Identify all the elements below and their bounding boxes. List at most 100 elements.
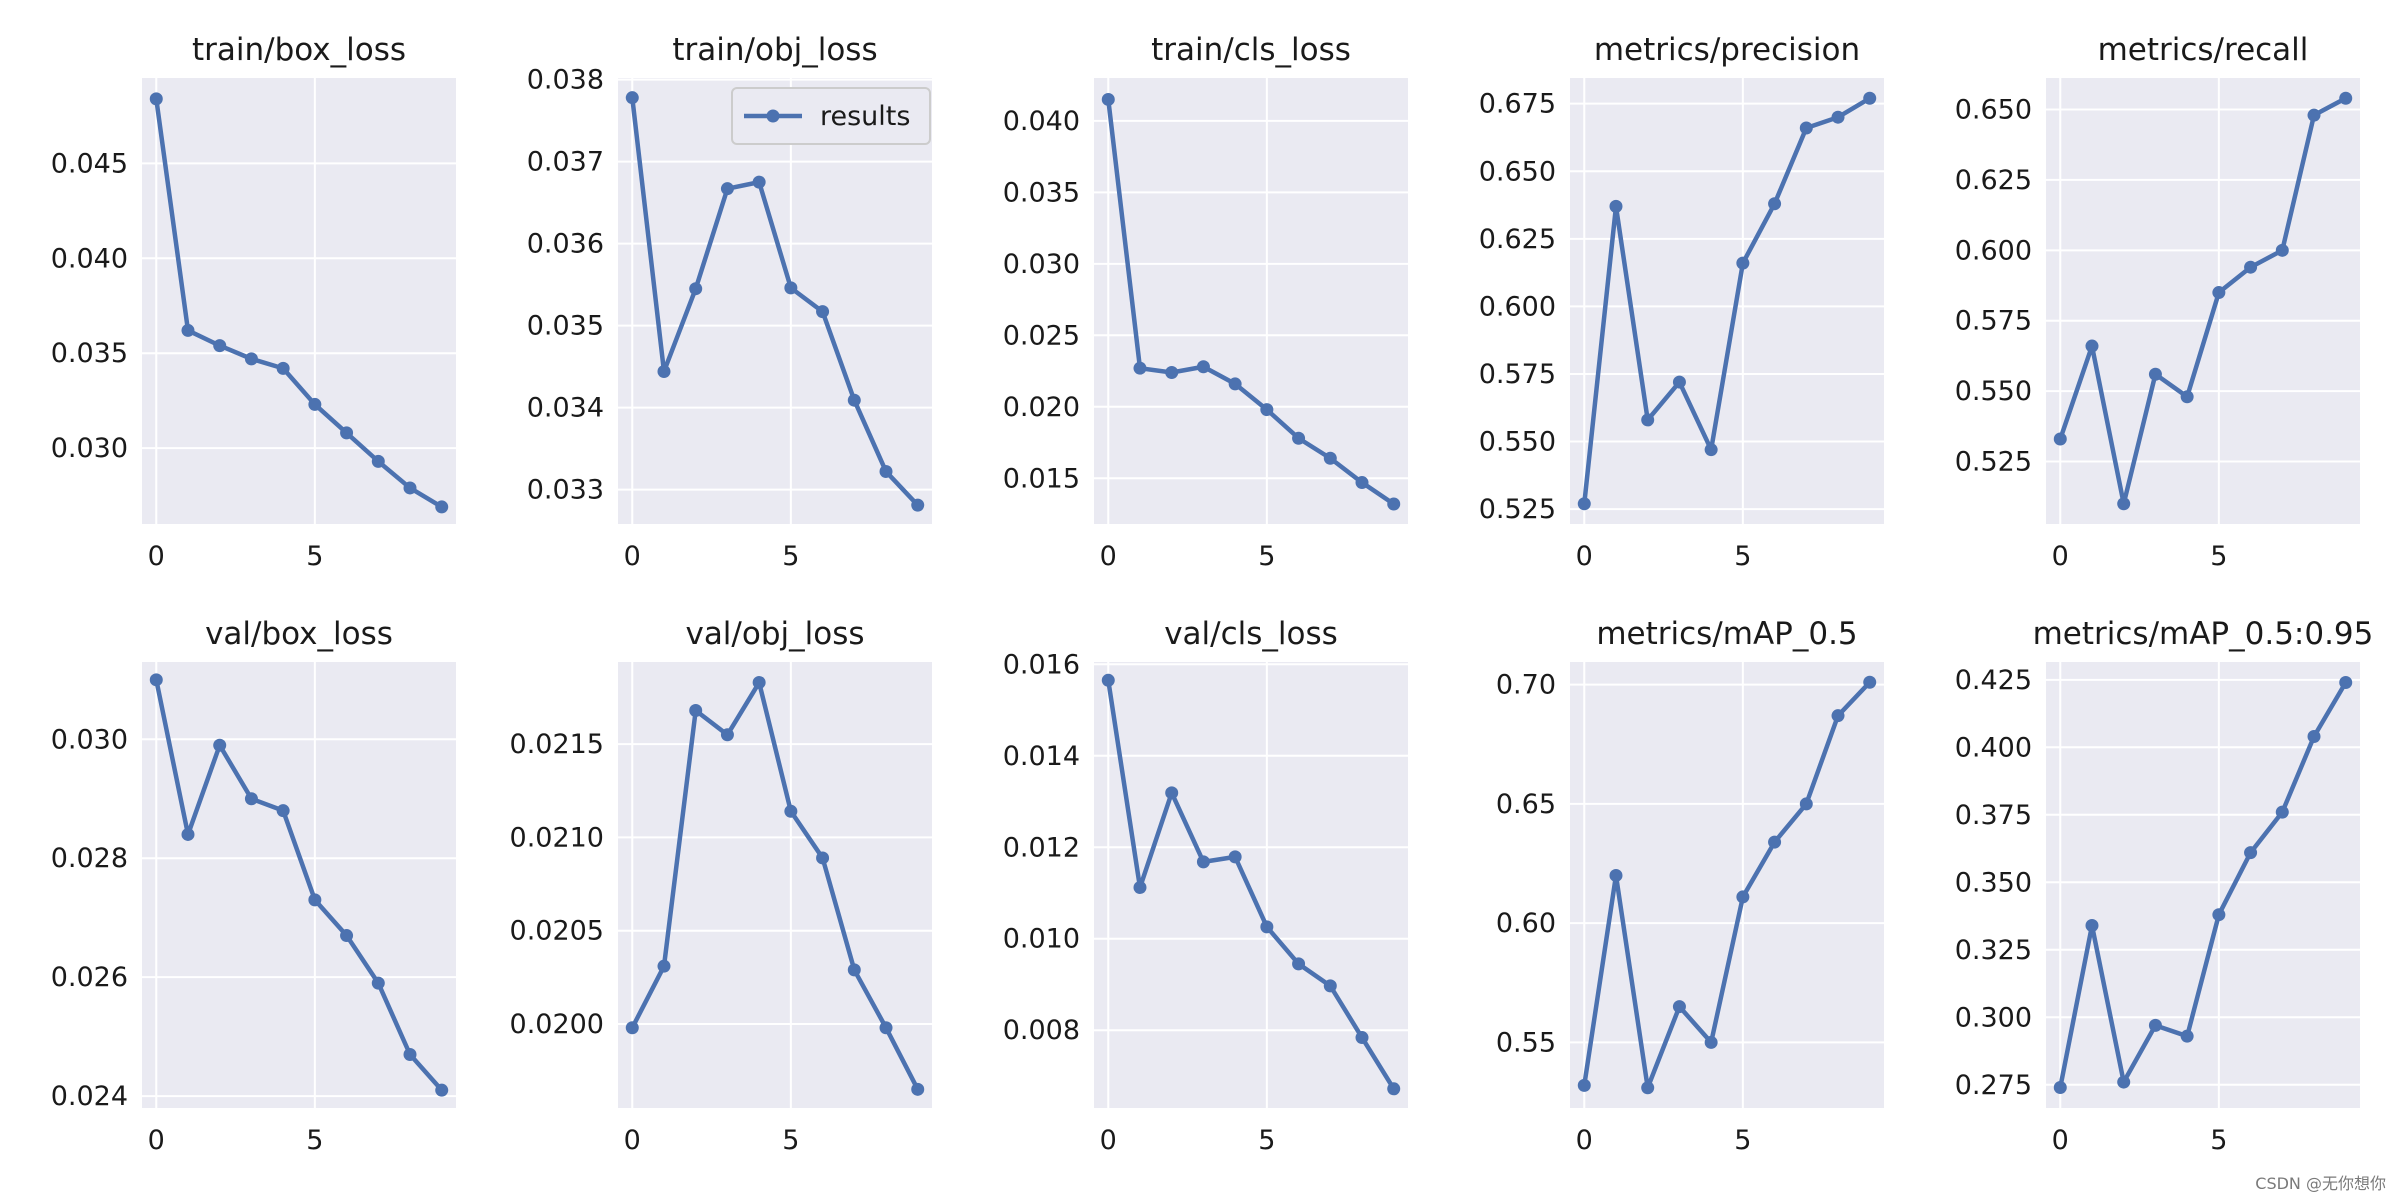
y-tick-label: 0.030: [51, 433, 128, 464]
y-tick-label: 0.675: [1479, 89, 1556, 120]
data-point: [2307, 108, 2321, 122]
data-point: [2339, 91, 2353, 105]
series-line: [154, 96, 444, 510]
y-tick-label: 0.040: [1003, 106, 1080, 137]
data-point: [2212, 286, 2226, 300]
x-tick-label: 0: [2052, 541, 2069, 572]
y-tick-label: 0.0200: [510, 1009, 604, 1040]
y-tick-label: 0.034: [527, 393, 604, 424]
y-tick-label: 0.650: [1955, 95, 2032, 126]
data-point: [435, 1083, 449, 1097]
data-point: [1799, 121, 1813, 135]
subplot-metrics-recall: 0.525 0.550 0.575 0.600 0.625 0.650 0 5 metrics/…: [1955, 32, 2360, 572]
data-point: [1133, 881, 1147, 895]
data-point: [879, 1021, 893, 1035]
data-point: [2212, 908, 2226, 922]
data-point: [2307, 730, 2321, 744]
data-point: [1355, 1031, 1369, 1045]
x-tick-label: 5: [2210, 1125, 2227, 1156]
data-point: [879, 465, 893, 479]
subplot-title: val/obj_loss: [685, 616, 864, 652]
data-point: [2148, 1018, 2162, 1032]
y-tick-label: 0.65: [1496, 789, 1556, 820]
data-point: [244, 792, 258, 806]
x-tick-label: 0: [148, 541, 165, 572]
y-tick-label: 0.550: [1479, 427, 1556, 458]
y-tick-label: 0.600: [1479, 291, 1556, 322]
y-tick-label: 0.350: [1955, 867, 2032, 898]
x-tick-label: 5: [2210, 541, 2227, 572]
y-tick-label: 0.0210: [510, 822, 604, 853]
data-point: [244, 352, 258, 366]
y-tick-label: 0.030: [51, 724, 128, 755]
series-line: [154, 677, 444, 1093]
x-tick-label: 5: [306, 541, 323, 572]
x-tick-label: 0: [624, 541, 641, 572]
x-tick-label: 5: [782, 1125, 799, 1156]
data-point: [2180, 390, 2194, 404]
data-point: [1260, 403, 1274, 417]
y-tick-label: 0.575: [1479, 359, 1556, 390]
subplot-train-box-loss: 0.030 0.035 0.040 0.045 0 5 train/box_loss: [51, 32, 456, 572]
y-tick-label: 0.550: [1955, 376, 2032, 407]
y-tick-label: 0.040: [51, 243, 128, 274]
data-point: [1736, 256, 1750, 270]
y-tick-label: 0.325: [1955, 935, 2032, 966]
y-tick-label: 0.70: [1496, 670, 1556, 701]
x-tick-label: 5: [782, 541, 799, 572]
subplot-title: val/cls_loss: [1164, 616, 1338, 652]
data-point: [752, 175, 766, 189]
data-point: [1133, 361, 1147, 375]
plot-background: [618, 78, 932, 524]
data-point: [1577, 1078, 1591, 1092]
y-tick-label: 0.035: [51, 338, 128, 369]
x-tick-label: 5: [1258, 1125, 1275, 1156]
data-point: [1577, 497, 1591, 511]
data-point: [276, 361, 290, 375]
data-point: [689, 704, 703, 718]
data-point: [1323, 979, 1337, 993]
y-tick-label: 0.037: [527, 147, 604, 178]
y-tick-label: 0.026: [51, 962, 128, 993]
data-point: [1323, 451, 1337, 465]
data-point: [403, 1047, 417, 1061]
subplot-val-obj-loss: 0.0200 0.0205 0.0210 0.0215 0 5 val/obj_loss: [510, 616, 932, 1156]
subplot-title: train/obj_loss: [672, 32, 877, 68]
x-tick-label: 0: [624, 1125, 641, 1156]
x-tick-label: 0: [148, 1125, 165, 1156]
series-line: [1582, 680, 1872, 1090]
data-point: [816, 851, 830, 865]
data-point: [784, 804, 798, 818]
y-tick-label: 0.275: [1955, 1070, 2032, 1101]
data-point: [911, 1082, 925, 1096]
subplot-train-cls-loss: 0.015 0.020 0.025 0.030 0.035 0.040 0 5 train/cl…: [1003, 32, 1408, 572]
x-tick-label: 0: [1576, 1125, 1593, 1156]
data-point: [371, 454, 385, 468]
data-point: [1672, 375, 1686, 389]
data-point: [720, 182, 734, 196]
data-point: [1165, 786, 1179, 800]
x-tick-label: 5: [1258, 541, 1275, 572]
data-point: [308, 893, 322, 907]
subplot-title: val/box_loss: [205, 616, 393, 652]
y-tick-label: 0.035: [527, 311, 604, 342]
plot-background: [1570, 78, 1884, 524]
x-tick-label: 5: [1734, 1125, 1751, 1156]
data-point: [1101, 92, 1115, 106]
data-point: [1228, 850, 1242, 864]
y-tick-label: 0.008: [1003, 1015, 1080, 1046]
plot-background: [2046, 78, 2360, 524]
data-point: [2085, 918, 2099, 932]
data-point: [1292, 431, 1306, 445]
y-tick-label: 0.650: [1479, 156, 1556, 187]
data-point: [1736, 890, 1750, 904]
subplot-train-obj-loss: 0.033 0.034 0.035 0.036 0.037 0.038 0 5 train/ob…: [527, 32, 932, 572]
data-point: [1165, 365, 1179, 379]
data-point: [213, 738, 227, 752]
y-tick-label: 0.400: [1955, 732, 2032, 763]
data-point: [1387, 497, 1401, 511]
y-tick-label: 0.55: [1496, 1027, 1556, 1058]
data-point: [1292, 957, 1306, 971]
data-point: [2148, 367, 2162, 381]
